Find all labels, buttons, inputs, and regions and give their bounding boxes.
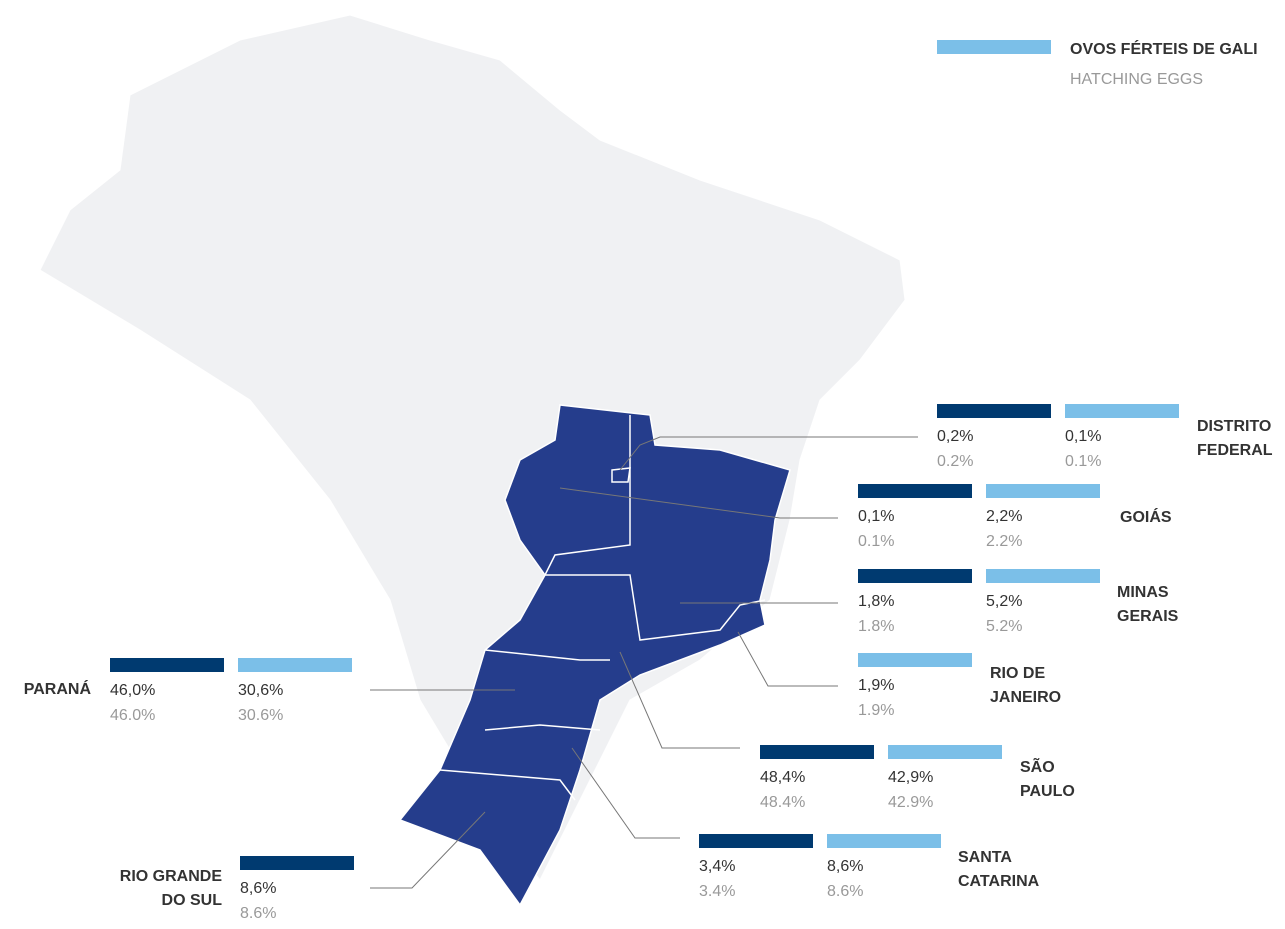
legend-swatch <box>937 40 1051 54</box>
swatch-dark <box>858 569 972 583</box>
leader-line <box>619 651 740 749</box>
region-name: GOIÁS <box>1120 507 1172 526</box>
value-pt: 1,9% <box>858 677 894 694</box>
region-name: PARANÁ <box>24 679 92 698</box>
swatch-light <box>888 745 1002 759</box>
region-name: DISTRITO <box>1197 418 1271 435</box>
state-borders <box>439 415 766 801</box>
region-name: CATARINA <box>958 873 1040 890</box>
region-name: FEDERAL <box>1197 442 1273 459</box>
value-en: 8.6% <box>240 905 276 922</box>
value-en: 5.2% <box>986 618 1022 635</box>
value-en: 1.9% <box>858 702 894 719</box>
swatch-light <box>986 484 1100 498</box>
value-pt: 42,9% <box>888 769 933 786</box>
value-pt: 30,6% <box>238 682 283 699</box>
value-en: 0.2% <box>937 453 973 470</box>
swatch-dark <box>937 404 1051 418</box>
value-en: 2.2% <box>986 533 1022 550</box>
swatch-dark <box>240 856 354 870</box>
swatch-dark <box>858 484 972 498</box>
value-en: 42.9% <box>888 794 933 811</box>
value-pt: 8,6% <box>240 880 276 897</box>
value-en: 30.6% <box>238 707 283 724</box>
swatch-light <box>858 653 972 667</box>
region-name: PAULO <box>1020 783 1075 800</box>
value-en: 46.0% <box>110 707 155 724</box>
value-pt: 0,1% <box>1065 428 1101 445</box>
leader-line <box>559 487 838 519</box>
value-pt: 3,4% <box>699 858 735 875</box>
value-en: 3.4% <box>699 883 735 900</box>
region-name: SÃO <box>1020 756 1055 776</box>
legend-title: OVOS FÉRTEIS DE GALI <box>1070 39 1258 58</box>
swatch-dark <box>699 834 813 848</box>
value-en: 8.6% <box>827 883 863 900</box>
value-pt: 5,2% <box>986 593 1022 610</box>
value-pt: 46,0% <box>110 682 155 699</box>
leader-line <box>619 436 918 471</box>
swatch-light <box>1065 404 1179 418</box>
brazil-map <box>39 14 906 881</box>
value-en: 0.1% <box>1065 453 1101 470</box>
region-name: SANTA <box>958 849 1012 866</box>
value-pt: 8,6% <box>827 858 863 875</box>
legend-subtitle: HATCHING EGGS <box>1070 71 1203 88</box>
leader-line <box>737 631 838 687</box>
region-name: GERAIS <box>1117 608 1179 625</box>
leader-line <box>370 811 486 889</box>
region-name: JANEIRO <box>990 689 1061 706</box>
highlighted-states <box>398 404 791 907</box>
swatch-dark <box>110 658 224 672</box>
swatch-light <box>827 834 941 848</box>
swatch-light <box>238 658 352 672</box>
region-name: DO SUL <box>162 892 223 909</box>
value-pt: 2,2% <box>986 508 1022 525</box>
value-pt: 48,4% <box>760 769 805 786</box>
value-en: 0.1% <box>858 533 894 550</box>
region-name: RIO GRANDE <box>120 868 223 885</box>
swatch-light <box>986 569 1100 583</box>
value-pt: 1,8% <box>858 593 894 610</box>
value-en: 48.4% <box>760 794 805 811</box>
leader-line <box>571 747 680 839</box>
swatch-dark <box>760 745 874 759</box>
value-en: 1.8% <box>858 618 894 635</box>
value-pt: 0,1% <box>858 508 894 525</box>
value-pt: 0,2% <box>937 428 973 445</box>
region-name: RIO DE <box>990 665 1045 682</box>
region-name: MINAS <box>1117 584 1169 601</box>
